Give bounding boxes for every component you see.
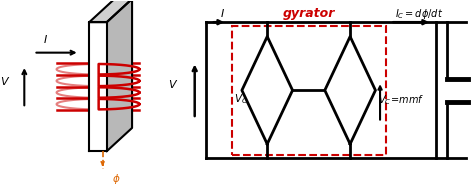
Text: gyrator: gyrator xyxy=(283,7,335,20)
Polygon shape xyxy=(89,0,132,22)
Polygon shape xyxy=(325,36,375,144)
Polygon shape xyxy=(107,0,132,151)
Text: $I$: $I$ xyxy=(43,33,48,46)
Text: $\phi$: $\phi$ xyxy=(112,172,120,186)
Polygon shape xyxy=(89,22,107,151)
Text: $V_C\!=\!mmf$: $V_C\!=\!mmf$ xyxy=(378,93,424,107)
Polygon shape xyxy=(242,36,292,144)
Text: $V_{C/N}$: $V_{C/N}$ xyxy=(234,92,255,108)
Text: $V$: $V$ xyxy=(168,78,179,91)
Text: $I_C= d\phi/dt$: $I_C= d\phi/dt$ xyxy=(395,7,443,21)
Bar xyxy=(231,26,386,155)
Text: $V$: $V$ xyxy=(0,75,10,87)
Text: $I$: $I$ xyxy=(220,7,225,19)
